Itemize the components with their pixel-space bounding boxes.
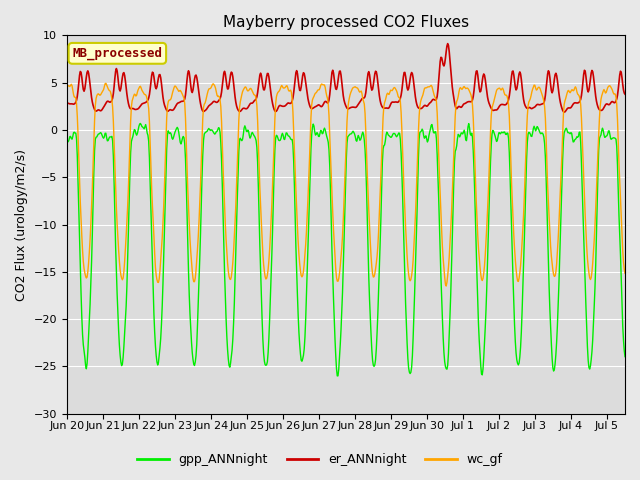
Line: gpp_ANNnight: gpp_ANNnight	[67, 123, 625, 376]
gpp_ANNnight	[302, 316, 310, 322]
Legend: gpp_ANNnight, er_ANNnight, wc_gf: gpp_ANNnight, er_ANNnight, wc_gf	[132, 448, 508, 471]
wc_gf	[465, 87, 472, 93]
er_ANNnight	[322, 98, 330, 104]
Line: wc_gf: wc_gf	[67, 83, 625, 286]
er_ANNnight	[141, 100, 148, 106]
gpp_ANNnight	[479, 372, 486, 378]
gpp_ANNnight	[136, 120, 144, 126]
gpp_ANNnight	[465, 120, 472, 126]
wc_gf	[65, 84, 73, 89]
er_ANNnight	[464, 99, 472, 105]
wc_gf	[323, 93, 331, 99]
er_ANNnight	[63, 100, 70, 106]
er_ANNnight	[560, 109, 568, 115]
er_ANNnight	[621, 91, 629, 97]
gpp_ANNnight	[333, 373, 341, 379]
Text: MB_processed: MB_processed	[72, 47, 163, 60]
wc_gf	[63, 84, 70, 90]
wc_gf	[442, 283, 450, 289]
wc_gf	[102, 80, 109, 86]
gpp_ANNnight	[142, 122, 150, 128]
gpp_ANNnight	[63, 136, 70, 142]
Title: Mayberry processed CO2 Fluxes: Mayberry processed CO2 Fluxes	[223, 15, 469, 30]
gpp_ANNnight	[621, 354, 629, 360]
wc_gf	[479, 277, 486, 283]
er_ANNnight	[444, 41, 452, 47]
wc_gf	[142, 92, 150, 98]
wc_gf	[302, 241, 310, 247]
er_ANNnight	[477, 84, 485, 90]
gpp_ANNnight	[65, 137, 73, 143]
wc_gf	[621, 270, 629, 276]
Line: er_ANNnight: er_ANNnight	[67, 44, 625, 112]
gpp_ANNnight	[323, 133, 331, 139]
er_ANNnight	[65, 101, 73, 107]
Y-axis label: CO2 Flux (urology/m2/s): CO2 Flux (urology/m2/s)	[15, 148, 28, 300]
er_ANNnight	[301, 74, 308, 80]
